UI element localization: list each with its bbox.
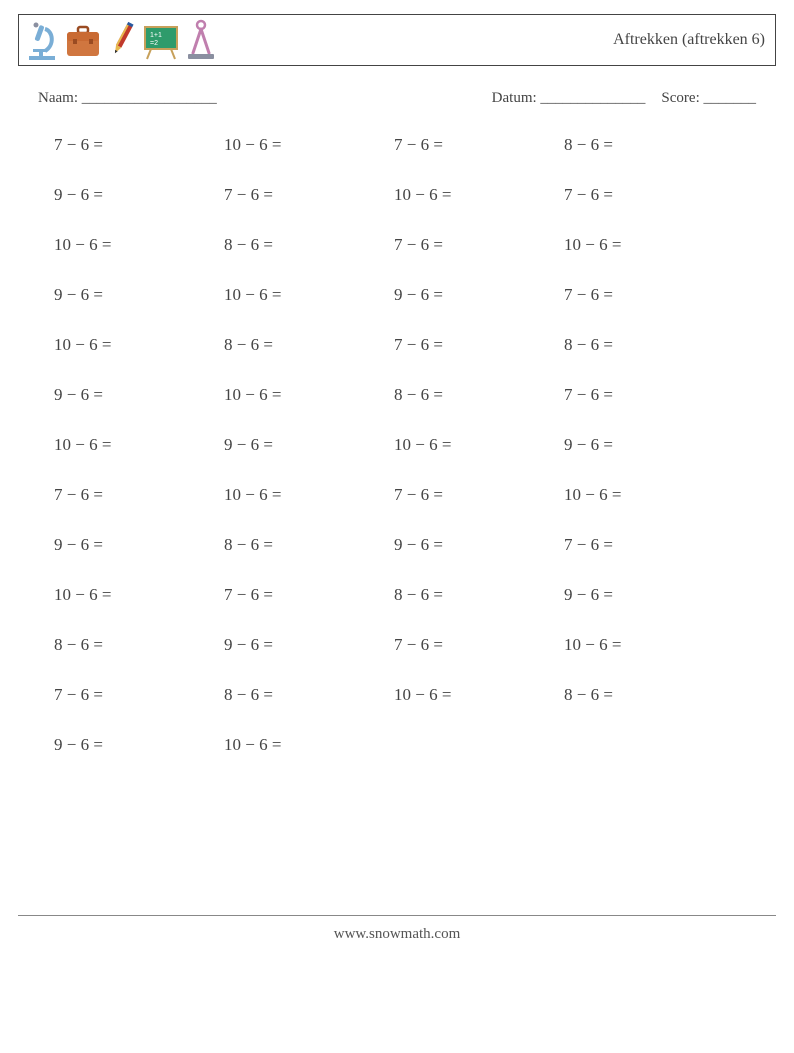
problem-cell: 8 − 6 = [394, 385, 564, 405]
problem-cell: 8 − 6 = [564, 685, 734, 705]
problem-cell: 7 − 6 = [394, 235, 564, 255]
problems-grid: 7 − 6 =10 − 6 =7 − 6 =8 − 6 =9 − 6 =7 − … [54, 135, 776, 755]
problem-cell: 9 − 6 = [54, 535, 224, 555]
page-footer: www.snowmath.com [18, 915, 776, 963]
problem-cell: 9 − 6 = [564, 435, 734, 455]
problem-cell: 7 − 6 = [394, 485, 564, 505]
problem-cell: 10 − 6 = [224, 735, 394, 755]
problem-cell: 7 − 6 = [394, 335, 564, 355]
problem-cell: 10 − 6 = [224, 135, 394, 155]
score-field: Score: _______ [661, 90, 756, 107]
svg-text:=2: =2 [150, 40, 158, 47]
problem-cell: 10 − 6 = [224, 385, 394, 405]
problem-cell: 8 − 6 = [224, 535, 394, 555]
svg-text:1+1: 1+1 [150, 32, 162, 39]
problem-cell: 9 − 6 = [564, 585, 734, 605]
problem-cell: 10 − 6 = [564, 485, 734, 505]
problem-cell: 7 − 6 = [54, 135, 224, 155]
problem-cell: 9 − 6 = [394, 285, 564, 305]
problem-cell: 8 − 6 = [564, 335, 734, 355]
worksheet-title: Aftrekken (aftrekken 6) [613, 31, 765, 49]
problem-cell: 10 − 6 = [54, 435, 224, 455]
problem-cell: 10 − 6 = [54, 585, 224, 605]
problem-cell: 8 − 6 = [54, 635, 224, 655]
problem-cell: 8 − 6 = [394, 585, 564, 605]
problem-cell: 7 − 6 = [394, 635, 564, 655]
problem-cell: 10 − 6 = [224, 485, 394, 505]
date-field: Datum: ______________ [492, 90, 646, 107]
problem-cell: 10 − 6 = [564, 235, 734, 255]
problem-cell: 7 − 6 = [564, 185, 734, 205]
info-row: Naam: __________________ Datum: ________… [38, 90, 756, 107]
problem-cell: 10 − 6 = [54, 235, 224, 255]
footer-url: www.snowmath.com [334, 926, 461, 942]
problem-cell: 7 − 6 = [564, 285, 734, 305]
problem-cell: 10 − 6 = [224, 285, 394, 305]
problem-cell: 7 − 6 = [224, 185, 394, 205]
problem-cell: 8 − 6 = [224, 685, 394, 705]
problem-cell: 7 − 6 = [224, 585, 394, 605]
problem-cell: 9 − 6 = [54, 185, 224, 205]
header-icon-row: 1+1 =2 [25, 19, 217, 61]
problem-cell: 7 − 6 = [54, 485, 224, 505]
problem-cell: 10 − 6 = [54, 335, 224, 355]
problem-cell: 7 − 6 = [54, 685, 224, 705]
briefcase-icon [63, 21, 103, 61]
problem-cell: 9 − 6 = [54, 385, 224, 405]
problem-cell: 8 − 6 = [564, 135, 734, 155]
problem-cell: 9 − 6 = [224, 435, 394, 455]
problem-cell: 9 − 6 = [224, 635, 394, 655]
problem-cell: 7 − 6 = [564, 535, 734, 555]
problem-cell: 7 − 6 = [564, 385, 734, 405]
problem-cell: 10 − 6 = [564, 635, 734, 655]
problem-cell: 8 − 6 = [224, 235, 394, 255]
chalkboard-icon: 1+1 =2 [141, 21, 181, 61]
problem-cell: 9 − 6 = [54, 285, 224, 305]
compass-icon [185, 19, 217, 61]
problem-cell: 9 − 6 = [54, 735, 224, 755]
problem-cell: 10 − 6 = [394, 185, 564, 205]
pencil-icon [107, 19, 137, 61]
problem-cell: 8 − 6 = [224, 335, 394, 355]
problem-cell: 10 − 6 = [394, 435, 564, 455]
name-field: Naam: __________________ [38, 90, 217, 107]
problem-cell: 9 − 6 = [394, 535, 564, 555]
worksheet-header: 1+1 =2 Aftrekken (aftrekken 6) [18, 14, 776, 66]
problem-cell: 7 − 6 = [394, 135, 564, 155]
microscope-icon [25, 21, 59, 61]
problem-cell: 10 − 6 = [394, 685, 564, 705]
